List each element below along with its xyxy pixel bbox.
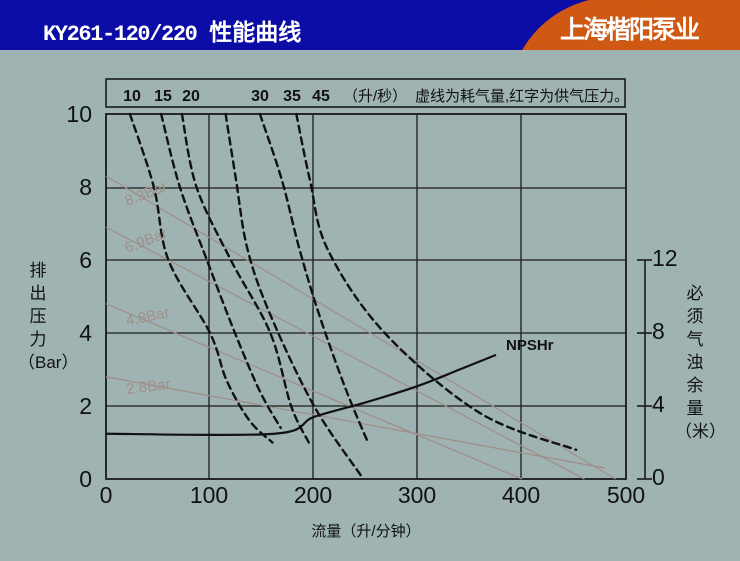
svg-text:（升/秒）: （升/秒） <box>343 88 407 105</box>
svg-text:200: 200 <box>294 482 332 508</box>
svg-text:35: 35 <box>283 88 301 105</box>
svg-text:NPSHr: NPSHr <box>506 337 554 354</box>
svg-text:流量（升/分钟）: 流量（升/分钟） <box>311 523 420 540</box>
svg-text:8.3Bar: 8.3Bar <box>122 178 169 210</box>
svg-text:4: 4 <box>652 391 665 417</box>
svg-text:8: 8 <box>79 174 92 200</box>
svg-text:4: 4 <box>79 320 92 346</box>
svg-text:6: 6 <box>79 247 92 273</box>
svg-text:0: 0 <box>652 464 665 490</box>
svg-text:8: 8 <box>652 318 665 344</box>
svg-text:15: 15 <box>154 88 172 105</box>
svg-text:2: 2 <box>79 393 92 419</box>
svg-text:12: 12 <box>652 245 678 271</box>
svg-text:300: 300 <box>398 482 436 508</box>
svg-text:20: 20 <box>182 88 200 105</box>
svg-text:虚线为耗气量,红字为供气压力。: 虚线为耗气量,红字为供气压力。 <box>415 88 629 105</box>
svg-text:400: 400 <box>502 482 540 508</box>
svg-text:10: 10 <box>66 101 92 127</box>
svg-text:10: 10 <box>123 88 141 105</box>
svg-text:500: 500 <box>607 482 645 508</box>
svg-text:0: 0 <box>79 466 92 492</box>
svg-text:4.8Bar: 4.8Bar <box>124 304 171 330</box>
svg-text:6.9Bar: 6.9Bar <box>122 225 169 257</box>
svg-text:45: 45 <box>312 88 330 105</box>
svg-text:30: 30 <box>251 88 269 105</box>
svg-text:2.8Bar: 2.8Bar <box>125 376 171 398</box>
svg-text:100: 100 <box>190 482 228 508</box>
svg-text:0: 0 <box>100 482 113 508</box>
